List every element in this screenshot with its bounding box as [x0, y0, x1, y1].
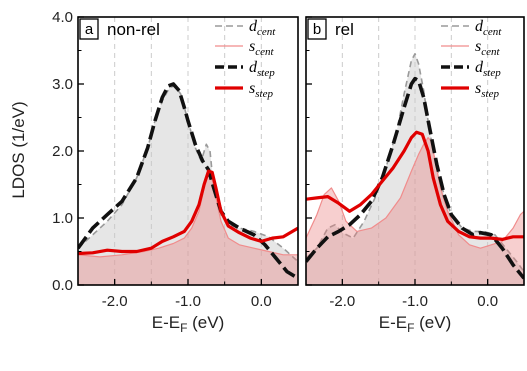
panel-a-xtick-label-2: 0.0: [251, 293, 272, 310]
panel-b-legend-label-s-cent: scent: [475, 38, 500, 58]
panel-a-tag-letter: a: [85, 21, 94, 38]
panel-b-legend-label-s-step: sstep: [475, 80, 499, 100]
panel-a-xtick-label-1: -1.0: [175, 293, 201, 310]
panel-b-legend-label-d-step: dstep: [475, 59, 501, 79]
y-axis-title: LDOS (1/eV): [9, 101, 28, 198]
panel-a-series: [78, 82, 298, 285]
panel-b-xtick-label-0: -2.0: [329, 293, 355, 310]
panel-b-legend-label-d-cent: dcent: [475, 18, 502, 38]
panel-a-legend-label-s-cent: scent: [249, 38, 274, 58]
panel-b-line-s-step: [306, 130, 524, 241]
panel-a-area-s-cent: [78, 174, 298, 285]
panel-b-xtick-label-2: 0.0: [477, 293, 498, 310]
panel-b-tag-letter: b: [313, 21, 321, 38]
panel-a-line-d-cent: [78, 85, 298, 263]
panel-a-ytick-label-3: 3.0: [52, 76, 73, 93]
panel-a-legend-label-s-step: sstep: [249, 80, 273, 100]
panel-a-line-s-step: [78, 169, 298, 256]
panel-b-area-s-cent: [306, 137, 524, 285]
panel-a-ytick-label-0: 0.0: [52, 277, 73, 294]
panel-a-title: non-rel: [107, 20, 160, 39]
panel-b-line-d-step: [306, 76, 524, 280]
panel-b-title: rel: [335, 20, 354, 39]
panel-a-xtick-label-0: -2.0: [102, 293, 128, 310]
panel-b-x-axis-title: E-EF (eV): [379, 313, 452, 335]
panel-a-legend-label-d-cent: dcent: [249, 18, 276, 38]
panel-b-ticks: -2.0 -1.0 0.0: [305, 16, 525, 310]
panel-a-tag: [79, 18, 99, 40]
panel-b-series: [306, 53, 524, 285]
panel-a-ytick-label-4: 4.0: [52, 9, 73, 26]
panel-b-tag: [307, 18, 327, 40]
panel-b-xtick-label-1: -1.0: [402, 293, 428, 310]
panel-a-line-d-step: [78, 82, 298, 280]
panel-a-ytick-label-2: 2.0: [52, 143, 73, 160]
panel-a-legend-label-d-step: dstep: [249, 59, 275, 79]
panel-a-x-axis-title: E-EF (eV): [152, 313, 225, 335]
panel-a-ytick-label-1: 1.0: [52, 210, 73, 227]
panel-a: -2.0 -1.0 0.0 0.0 1.0 2.0 3.0 4.0 a non-rel dce…: [52, 9, 299, 335]
panel-a-ticks: -2.0 -1.0 0.0 0.0 1.0 2.0 3.0 4.0: [52, 9, 299, 310]
